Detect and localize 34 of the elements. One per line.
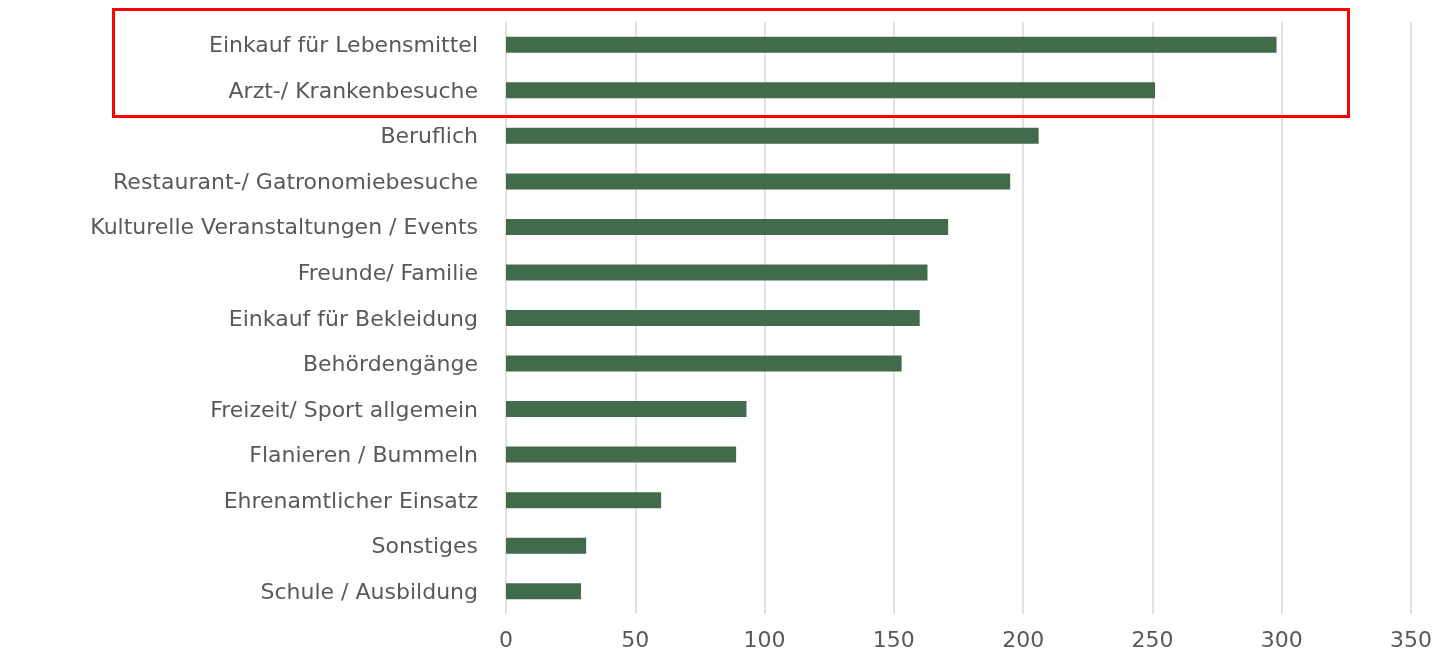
x-tick-label: 100	[743, 626, 786, 652]
bar	[506, 264, 928, 281]
y-tick-label: Beruflich	[380, 123, 478, 149]
bar	[506, 36, 1277, 53]
y-tick-label: Einkauf für Bekleidung	[228, 305, 478, 331]
bar	[506, 218, 949, 235]
bar	[506, 537, 587, 554]
bar	[506, 310, 920, 326]
bar	[506, 492, 662, 509]
bar	[506, 82, 1156, 99]
y-tick-label: Schule / Ausbildung	[260, 578, 478, 604]
y-tick-label: Sonstiges	[371, 533, 478, 559]
x-tick-label: 0	[499, 626, 513, 652]
x-tick-label: 250	[1131, 626, 1174, 652]
y-tick-label: Arzt-/ Krankenbesuche	[228, 77, 478, 103]
y-tick-label: Freizeit/ Sport allgemein	[210, 396, 478, 422]
bar	[506, 173, 1011, 190]
y-tick-label: Flanieren / Bummeln	[249, 442, 478, 468]
bar	[506, 583, 581, 600]
bar	[506, 355, 902, 372]
x-tick-label: 50	[621, 626, 650, 652]
bar	[506, 127, 1039, 144]
bar	[506, 446, 737, 463]
x-tick-label: 300	[1260, 626, 1303, 652]
x-tick-label: 200	[1002, 626, 1045, 652]
y-tick-label: Ehrenamtlicher Einsatz	[223, 487, 478, 513]
bar	[506, 401, 747, 418]
y-tick-label: Behördengänge	[302, 351, 478, 377]
x-tick-label: 350	[1390, 626, 1432, 652]
y-tick-label: Einkauf für Lebensmittel	[209, 32, 478, 58]
y-tick-label: Restaurant-/ Gatronomiebesuche	[113, 168, 478, 194]
y-tick-label: Kulturelle Veranstaltungen / Events	[90, 214, 478, 240]
x-tick-label: 150	[872, 626, 915, 652]
y-tick-label: Freunde/ Familie	[297, 259, 478, 285]
